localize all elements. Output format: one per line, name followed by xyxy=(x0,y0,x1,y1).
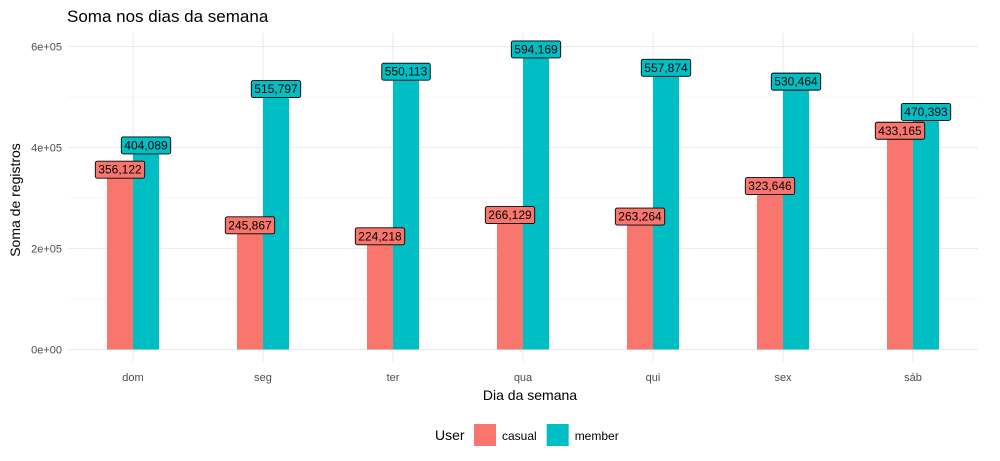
bar-member xyxy=(393,71,419,350)
data-label-casual: 356,122 xyxy=(94,160,146,179)
data-label-casual: 266,129 xyxy=(484,206,536,225)
data-label-casual: 224,218 xyxy=(354,227,406,246)
data-label-box xyxy=(900,103,952,121)
data-label-box xyxy=(510,40,562,59)
x-tick-label: sex xyxy=(774,372,792,384)
data-label-box xyxy=(874,121,926,140)
legend: User casual member xyxy=(435,424,619,446)
data-label-text: 266,129 xyxy=(488,208,532,222)
x-tick-label: qui xyxy=(646,372,661,384)
bar-casual xyxy=(367,236,393,350)
bar-casual xyxy=(627,216,653,350)
bar-member xyxy=(523,49,549,350)
data-label-text: 470,393 xyxy=(904,105,948,119)
data-label-text: 550,113 xyxy=(385,65,428,79)
y-axis-title: Soma de registros xyxy=(7,143,23,257)
y-tick-label: 6e+05 xyxy=(31,42,62,54)
x-tick-label: dom xyxy=(122,372,143,384)
bar-casual xyxy=(497,215,523,350)
y-tick-label: 2e+05 xyxy=(31,244,62,256)
y-axis-ticks: 0e+00 2e+05 4e+05 6e+05 xyxy=(31,42,62,357)
data-label-casual: 245,867 xyxy=(224,216,276,235)
x-axis-title: Dia da semana xyxy=(483,387,577,403)
x-tick-label: ter xyxy=(387,372,400,384)
bar-member xyxy=(913,111,939,350)
y-tick-label: 4e+05 xyxy=(31,143,62,155)
data-label-box xyxy=(120,136,172,155)
x-tick-label: sáb xyxy=(904,372,922,384)
bar-casual xyxy=(237,225,263,350)
legend-label-member: member xyxy=(575,429,619,443)
legend-label-casual: casual xyxy=(502,429,537,443)
data-label-box xyxy=(94,160,146,179)
x-tick-label: qua xyxy=(514,372,533,384)
data-label-text: 323,646 xyxy=(748,179,792,193)
data-label-text: 356,122 xyxy=(98,163,142,177)
data-label-casual: 323,646 xyxy=(744,177,796,196)
legend-key-casual xyxy=(474,424,496,446)
data-label-box xyxy=(381,62,431,81)
data-label-text: 433,165 xyxy=(878,124,922,138)
x-tick-label: seg xyxy=(254,372,272,384)
legend-key-member xyxy=(546,424,569,446)
data-label-member: 557,874 xyxy=(640,58,692,77)
bars xyxy=(107,49,939,350)
data-label-text: 245,867 xyxy=(228,218,272,232)
data-label-member: 550,113 xyxy=(381,62,431,81)
data-label-casual: 263,264 xyxy=(614,207,666,226)
data-label-text: 224,218 xyxy=(358,229,402,243)
data-label-member: 515,797 xyxy=(250,80,302,98)
bar-member xyxy=(133,145,159,350)
bar-casual xyxy=(887,130,913,350)
data-label-box xyxy=(744,177,796,196)
data-label-member: 530,464 xyxy=(770,72,822,91)
data-label-box xyxy=(770,72,822,91)
data-label-box xyxy=(614,207,666,226)
data-label-text: 515,797 xyxy=(254,82,298,96)
y-tick-label: 0e+00 xyxy=(31,345,62,357)
chart-title: Soma nos dias da semana xyxy=(67,7,269,26)
x-axis-ticks: dom seg ter qua qui sex sáb xyxy=(122,372,922,384)
data-label-member: 404,089 xyxy=(120,136,172,155)
bar-casual xyxy=(757,186,783,350)
legend-title: User xyxy=(435,427,465,443)
data-label-casual: 433,165 xyxy=(874,121,926,140)
data-labels: 356,122 245,867 224,218 266,129 263,264 323,6… xyxy=(94,40,952,246)
data-label-text: 263,264 xyxy=(618,210,662,224)
data-label-text: 530,464 xyxy=(774,75,818,89)
data-label-box xyxy=(224,216,276,235)
data-label-text: 594,169 xyxy=(514,42,558,56)
data-label-box xyxy=(484,206,536,225)
bar-member xyxy=(783,81,809,350)
bar-casual xyxy=(107,169,133,350)
data-label-member: 470,393 xyxy=(900,103,952,121)
data-label-box xyxy=(354,227,406,246)
data-label-box xyxy=(640,58,692,77)
data-label-text: 404,089 xyxy=(124,138,168,152)
data-label-text: 557,874 xyxy=(644,61,688,75)
data-label-box xyxy=(250,80,302,98)
data-label-member: 594,169 xyxy=(510,40,562,59)
